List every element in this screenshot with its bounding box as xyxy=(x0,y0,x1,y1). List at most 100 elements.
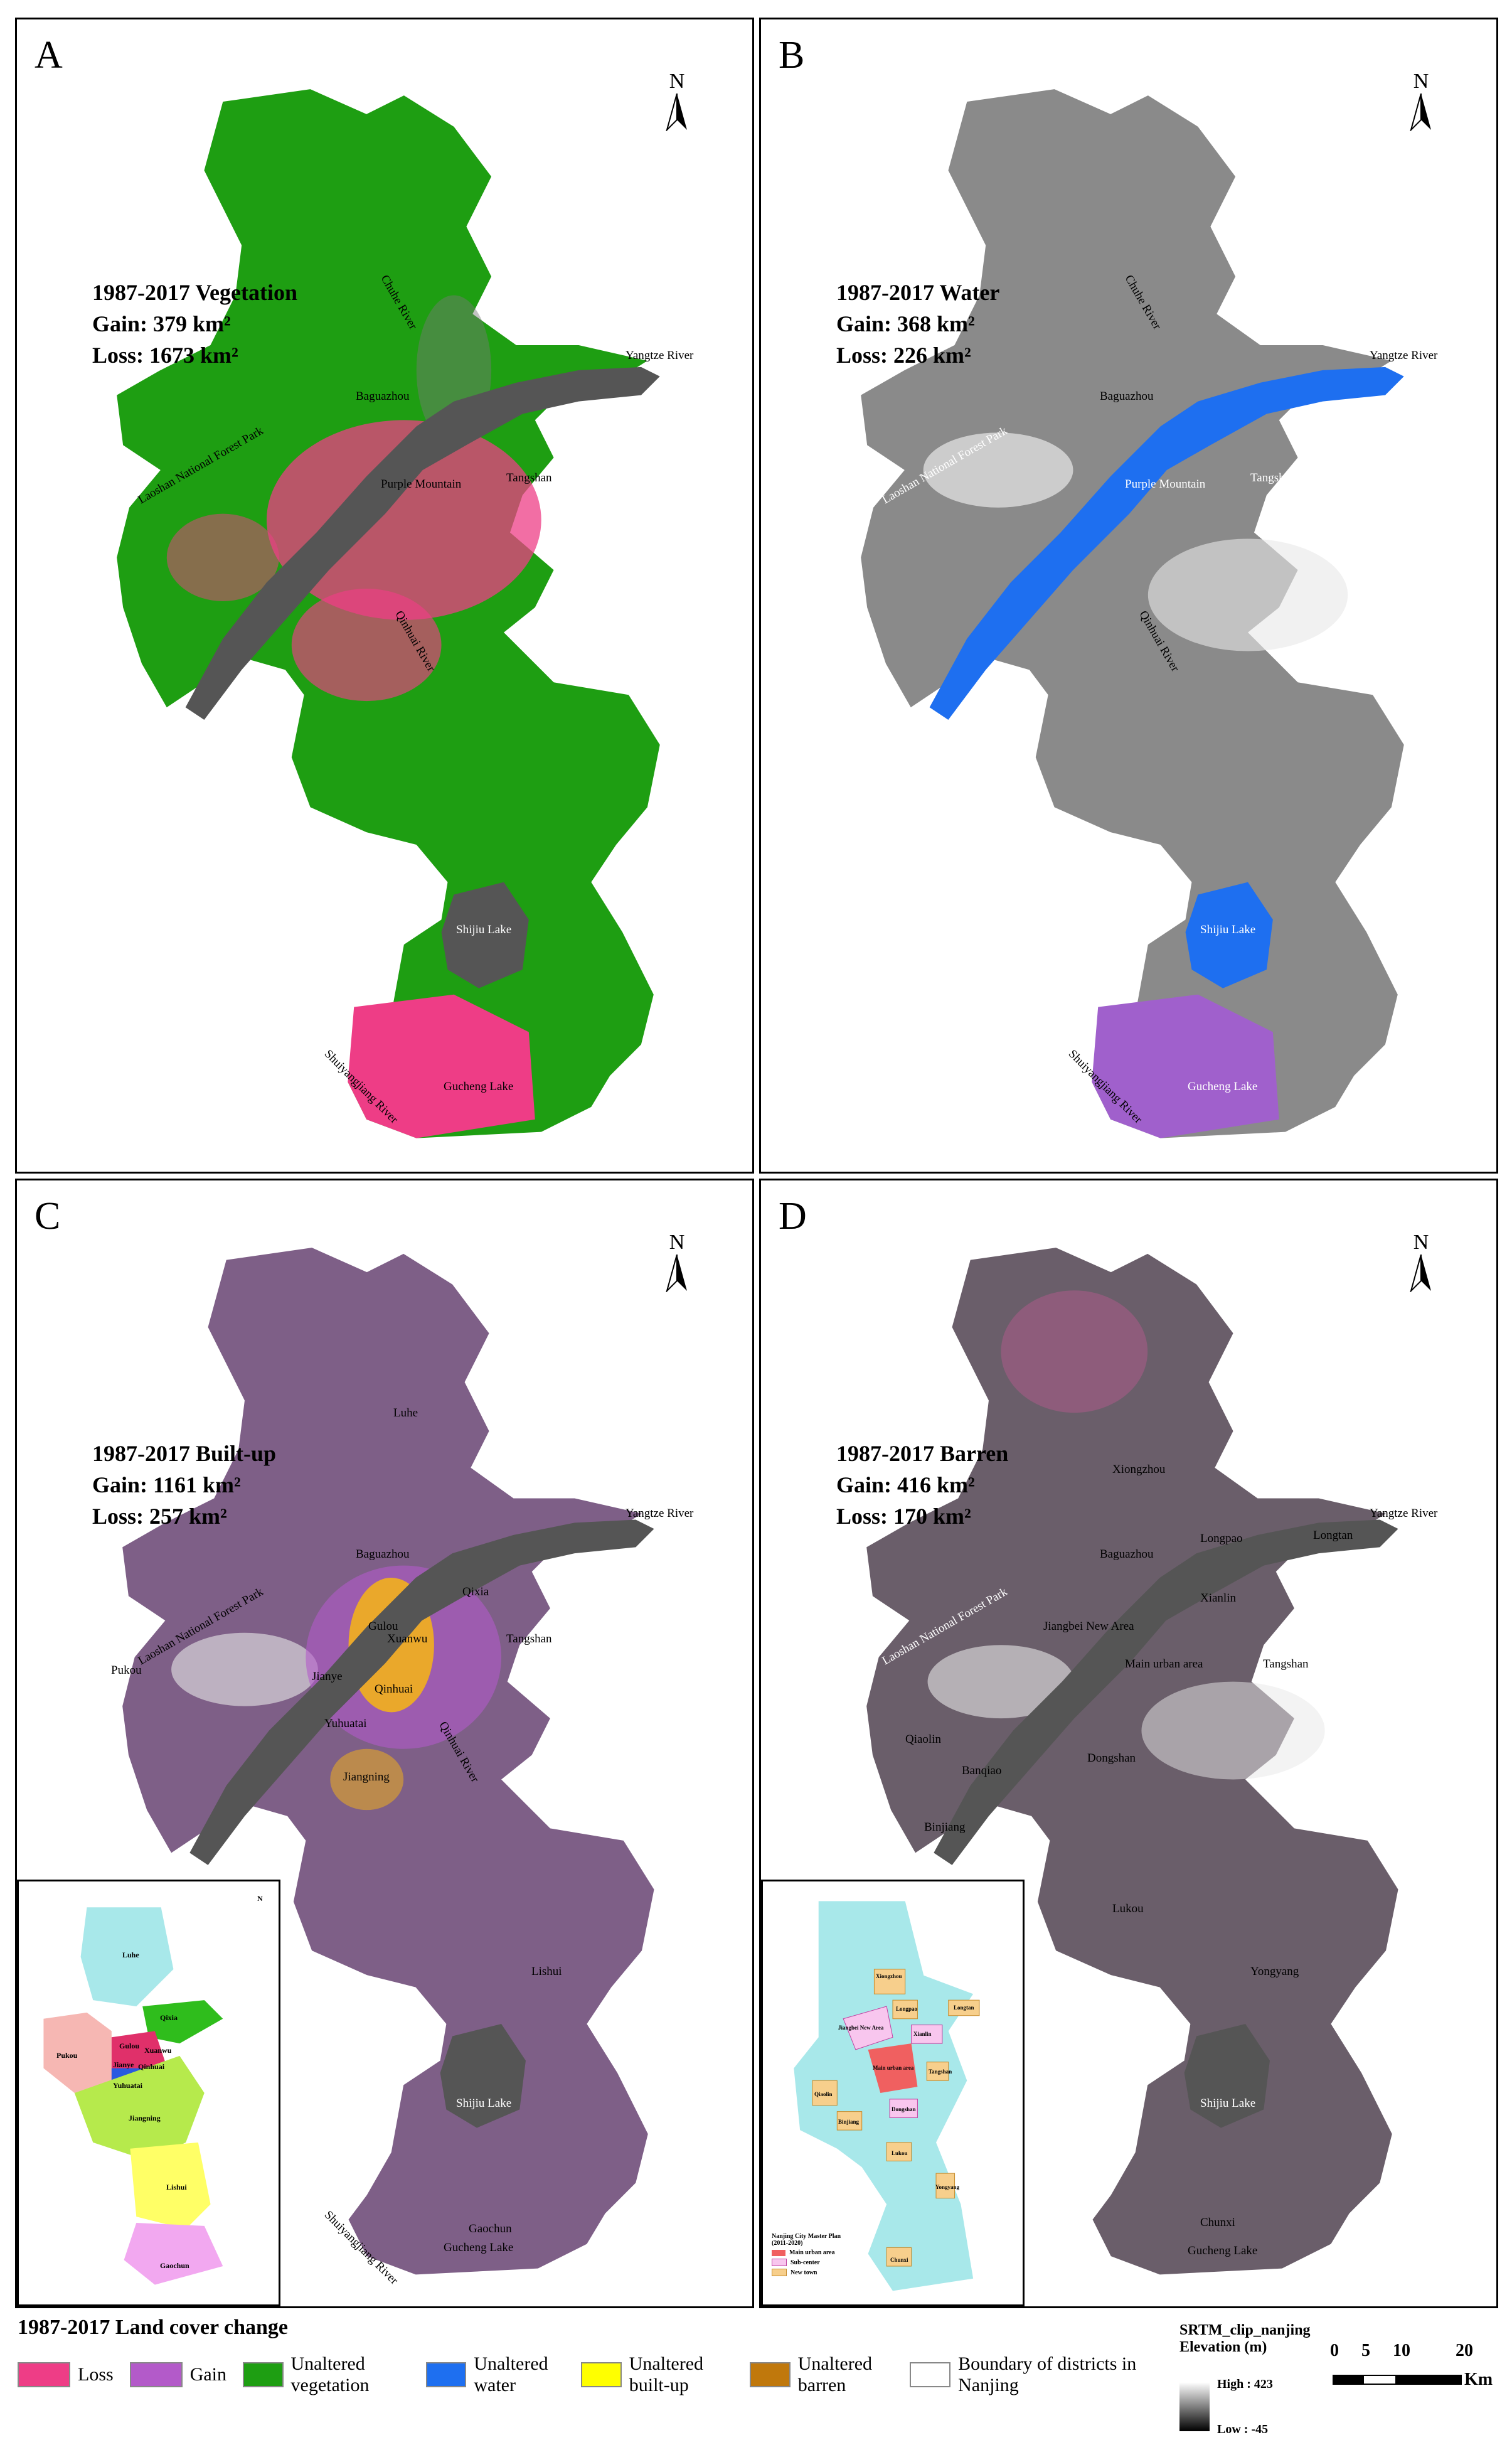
panel-letter: D xyxy=(779,1195,807,1238)
north-label: N xyxy=(669,70,685,93)
panel-c: C N 1987-2017 Built-up Gain: 1161 km² Lo… xyxy=(15,1179,754,2308)
map-label: Tangshan xyxy=(506,471,552,484)
legend-label: Unaltered vegetation xyxy=(290,2353,370,2395)
stats-gain: Gain: 416 km² xyxy=(836,1472,975,1497)
map-label: Baguazhou xyxy=(356,390,410,403)
legend-label: Unaltered water xyxy=(474,2353,548,2395)
legend-item: Gain xyxy=(129,2362,227,2387)
land-cover-legend: 1987-2017 Land cover change Loss Gain Unal… xyxy=(18,2316,1159,2396)
stats-title: 1987-2017 Vegetation xyxy=(92,280,297,305)
panel-letter: A xyxy=(35,34,63,77)
scale-segment xyxy=(1397,2375,1462,2385)
barren-map xyxy=(866,1248,1398,2275)
inset-label: Luhe xyxy=(122,1950,139,1959)
map-label: Shijiu Lake xyxy=(1200,2097,1256,2110)
inset-label: Main urban area xyxy=(873,2065,914,2071)
map-label: Shijiu Lake xyxy=(456,2097,512,2110)
inset-label: Longpao xyxy=(896,2006,918,2012)
master-plan-legend: Nanjing City Master Plan (2011-2020) Mai… xyxy=(772,2233,841,2276)
map-label: Lukou xyxy=(1112,1902,1144,1915)
stats-title: 1987-2017 Water xyxy=(836,280,1000,305)
map-label: Longpao xyxy=(1200,1532,1243,1545)
elevation-low: Low : -45 xyxy=(1217,2422,1269,2436)
map-label: Pukou xyxy=(111,1664,142,1677)
stats-gain: Gain: 1161 km² xyxy=(92,1472,241,1497)
legend-item: Unaltered vegetation xyxy=(243,2353,410,2396)
inset-label: Dongshan xyxy=(892,2106,916,2112)
north-label: N xyxy=(1413,1231,1429,1254)
map-label: Yangtze River xyxy=(1370,1507,1438,1520)
panel-a: A N 1987-2017 Vegetation Gain: 379 km² L… xyxy=(15,18,754,1174)
legend-swatch xyxy=(750,2362,791,2387)
stats-loss: Loss: 226 km² xyxy=(836,343,971,368)
inset-label: Tangshan xyxy=(929,2068,952,2075)
stats-loss: Loss: 257 km² xyxy=(92,1504,227,1529)
map-label: Qiaolin xyxy=(905,1733,941,1746)
stats-gain: Gain: 368 km² xyxy=(836,311,975,336)
legend-items: Loss Gain Unaltered vegetation Unaltered wa… xyxy=(18,2353,1159,2396)
elevation-unit: Elevation (m) xyxy=(1179,2339,1267,2355)
stats-title: 1987-2017 Built-up xyxy=(92,1441,277,1466)
map-label: Yongyang xyxy=(1250,1965,1299,1978)
inset-label: Jianye xyxy=(113,2060,134,2069)
master-plan-legend-item: Main urban area xyxy=(789,2249,835,2256)
panel-b: B N 1987-2017 Water Gain: 368 km² Loss: … xyxy=(759,18,1498,1174)
inset-label: Xianlin xyxy=(913,2031,932,2037)
map-label: Yangtze River xyxy=(1370,349,1438,362)
stats-block: 1987-2017 Barren Gain: 416 km² Loss: 170… xyxy=(836,1438,1008,1532)
map-label: Yuhuatai xyxy=(324,1717,367,1730)
map-label: Xuanwu xyxy=(387,1632,428,1645)
inset-label: Xiongzhou xyxy=(876,1973,902,1979)
legend-swatch xyxy=(426,2362,467,2387)
map-label: Gaochun xyxy=(469,2222,512,2235)
map-label: Baguazhou xyxy=(356,1548,410,1561)
elevation-ramp xyxy=(1179,2382,1210,2431)
map-label: Dongshan xyxy=(1087,1752,1136,1765)
inset-label: Chunxi xyxy=(890,2257,908,2263)
map-label: Xiongzhou xyxy=(1112,1463,1166,1476)
legend-item: Unaltered water xyxy=(426,2353,565,2396)
elevation-legend: SRTM_clip_nanjing Elevation (m) High : 4… xyxy=(1179,2322,1311,2436)
scale-segment xyxy=(1363,2375,1397,2385)
legend-item: Loss xyxy=(18,2362,114,2387)
inset-label: Pukou xyxy=(56,2051,78,2060)
district-inset-shapes xyxy=(43,1907,223,2285)
inset-label: Lukou xyxy=(892,2150,908,2156)
map-label: Jiangbei New Area xyxy=(1043,1620,1134,1633)
inset-label: Jiangbei New Area xyxy=(838,2025,884,2031)
map-label: Tangshan xyxy=(1263,1657,1309,1671)
map-label: Tangshan xyxy=(506,1632,552,1645)
map-label: Baguazhou xyxy=(1100,390,1154,403)
map-label: Longtan xyxy=(1313,1529,1353,1542)
north-label: N xyxy=(1413,70,1429,93)
map-label: Gucheng Lake xyxy=(1188,2244,1258,2257)
legend-label: Unaltered barren xyxy=(797,2353,873,2395)
inset-label: Jiangning xyxy=(129,2114,161,2122)
legend-item: Unaltered barren xyxy=(750,2353,893,2396)
map-label: Yangtze River xyxy=(626,349,694,362)
map-label: Gulou xyxy=(368,1620,398,1633)
inset-label: Xuanwu xyxy=(144,2046,172,2055)
legend-swatch xyxy=(581,2362,622,2387)
master-plan-legend-title: Nanjing City Master Plan xyxy=(772,2233,841,2240)
legend-label: Unaltered built-up xyxy=(629,2353,704,2395)
panel-letter: C xyxy=(35,1195,61,1238)
north-arrow-icon: N xyxy=(658,70,696,134)
stats-block: 1987-2017 Water Gain: 368 km² Loss: 226 … xyxy=(836,277,999,371)
inset-label: Longtan xyxy=(954,2004,974,2011)
stats-block: 1987-2017 Vegetation Gain: 379 km² Loss:… xyxy=(92,277,297,371)
north-label: N xyxy=(669,1231,685,1254)
stats-loss: Loss: 170 km² xyxy=(836,1504,971,1529)
legend-label: Gain xyxy=(189,2364,227,2385)
map-label: Banqiao xyxy=(962,1764,1002,1777)
legend-item: Boundary of districts in Nanjing xyxy=(910,2353,1143,2396)
map-label: Gucheng Lake xyxy=(444,2241,514,2254)
scale-tick: 5 xyxy=(1361,2341,1370,2360)
map-label: Gucheng Lake xyxy=(1188,1080,1258,1093)
map-label: Jiangning xyxy=(343,1770,390,1784)
map-label: Xianlin xyxy=(1200,1592,1236,1605)
vegetation-map xyxy=(117,89,660,1138)
built-up-map xyxy=(122,1248,654,2275)
map-label: Binjiang xyxy=(924,1821,966,1834)
legend-label: Boundary of districts in Nanjing xyxy=(958,2353,1137,2395)
